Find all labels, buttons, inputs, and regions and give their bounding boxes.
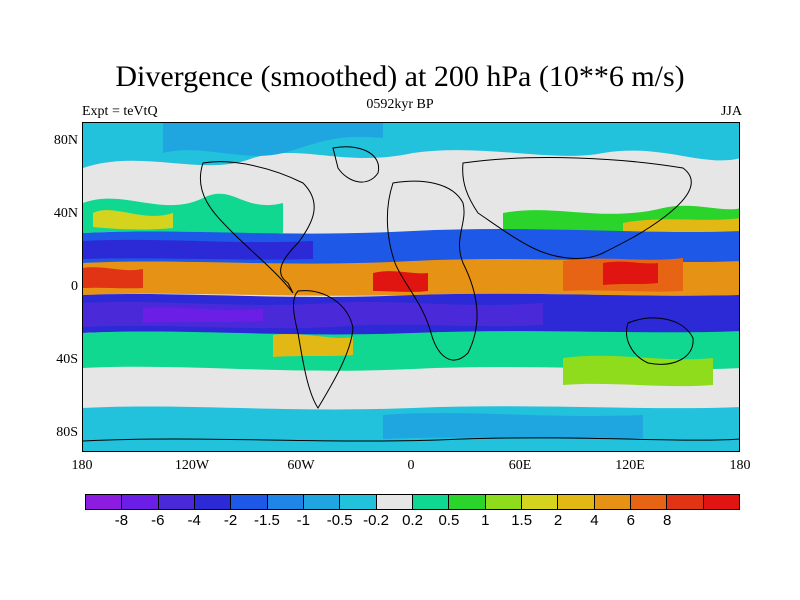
colorbar-swatch	[158, 495, 195, 509]
colorbar-swatch	[267, 495, 304, 509]
colorbar-label: 1	[481, 512, 490, 529]
coastline-south-america	[293, 290, 354, 409]
equator-positive-core-west	[83, 267, 143, 289]
colorbar-swatch	[594, 495, 631, 509]
colorbar-label: 8	[663, 512, 672, 529]
lat-tick-80n: 80N	[53, 133, 78, 148]
lat-tick-40s: 40S	[56, 352, 78, 367]
colorbar-label: 4	[590, 512, 599, 529]
colorbar-swatch	[449, 495, 486, 509]
colorbar-swatch	[703, 495, 739, 509]
colorbar-swatch	[521, 495, 559, 509]
colorbar-swatch	[194, 495, 232, 509]
colorbar-label: -0.5	[326, 512, 353, 529]
coastline-europe-africa	[386, 180, 478, 361]
time-label: 0592kyr BP	[366, 97, 434, 112]
colorbar-swatch	[412, 495, 450, 509]
sh-negative-core	[383, 413, 643, 439]
lat-tick-80s: 80S	[56, 425, 78, 440]
chart-title: Divergence (smoothed) at 200 hPa (10**6 …	[115, 60, 685, 93]
lat-tick-40n: 40N	[53, 206, 78, 221]
coastline-greenland	[332, 146, 380, 183]
colorbar-label: -1	[296, 512, 310, 529]
equator-positive-core-maritime	[603, 261, 658, 285]
lon-tick-60w: 60W	[287, 458, 315, 473]
map-plot-area	[82, 122, 740, 452]
colorbar-label: -2	[223, 512, 238, 529]
colorbar-swatch	[303, 495, 341, 509]
colorbar-label: -6	[151, 512, 165, 529]
colorbar-label: -0.2	[363, 512, 390, 529]
colorbar-label: 6	[626, 512, 635, 529]
subtropic-negative-core	[83, 239, 313, 260]
sh-positive-east	[563, 355, 713, 387]
season-label: JJA	[720, 104, 742, 119]
colorbar-swatch	[86, 495, 123, 509]
colorbar-label: -1.5	[254, 512, 280, 529]
coastlines	[83, 146, 739, 442]
colorbar-label: -4	[187, 512, 201, 529]
nh-negative-core	[163, 123, 383, 156]
coastline-antarctica	[83, 437, 739, 442]
divergence-map	[83, 123, 739, 451]
lon-tick-60e: 60E	[508, 458, 532, 473]
experiment-label: Expt = teVtQ	[82, 104, 158, 119]
lon-tick-0: 0	[407, 458, 415, 473]
colorbar-swatch	[485, 495, 522, 509]
coastline-australia	[626, 317, 694, 365]
lon-tick-180e: 180	[729, 458, 751, 473]
nh-positive-east-core	[623, 218, 739, 236]
colorbar-label: 1.5	[511, 512, 533, 529]
colorbar-swatch	[231, 495, 268, 509]
colorbar-swatch	[558, 495, 595, 509]
colorbar-swatch	[122, 495, 159, 509]
colorbar-label: -8	[114, 512, 129, 529]
lon-tick-120e: 120E	[615, 458, 645, 473]
colorbar-swatch	[630, 495, 668, 509]
nh-positive-core	[93, 210, 173, 230]
colorbar-label: 0.2	[402, 512, 423, 529]
equator-positive-core-mid	[373, 271, 428, 292]
colorbar-swatch	[340, 495, 377, 509]
colorbar-label: 2	[553, 512, 563, 529]
colorbar-swatch	[376, 495, 413, 509]
coastline-asia	[462, 157, 692, 259]
sh-positive-core	[273, 334, 353, 357]
colorbar-swatch	[667, 495, 704, 509]
colorbar-label: 0.5	[438, 512, 460, 529]
lon-tick-120w: 120W	[174, 458, 210, 473]
lat-tick-0: 0	[71, 279, 78, 294]
colorbar	[85, 494, 740, 510]
lon-tick-180w: 180	[71, 458, 93, 473]
sh-tropic-negative-deep	[143, 307, 263, 323]
coastline-north-america	[199, 161, 315, 294]
